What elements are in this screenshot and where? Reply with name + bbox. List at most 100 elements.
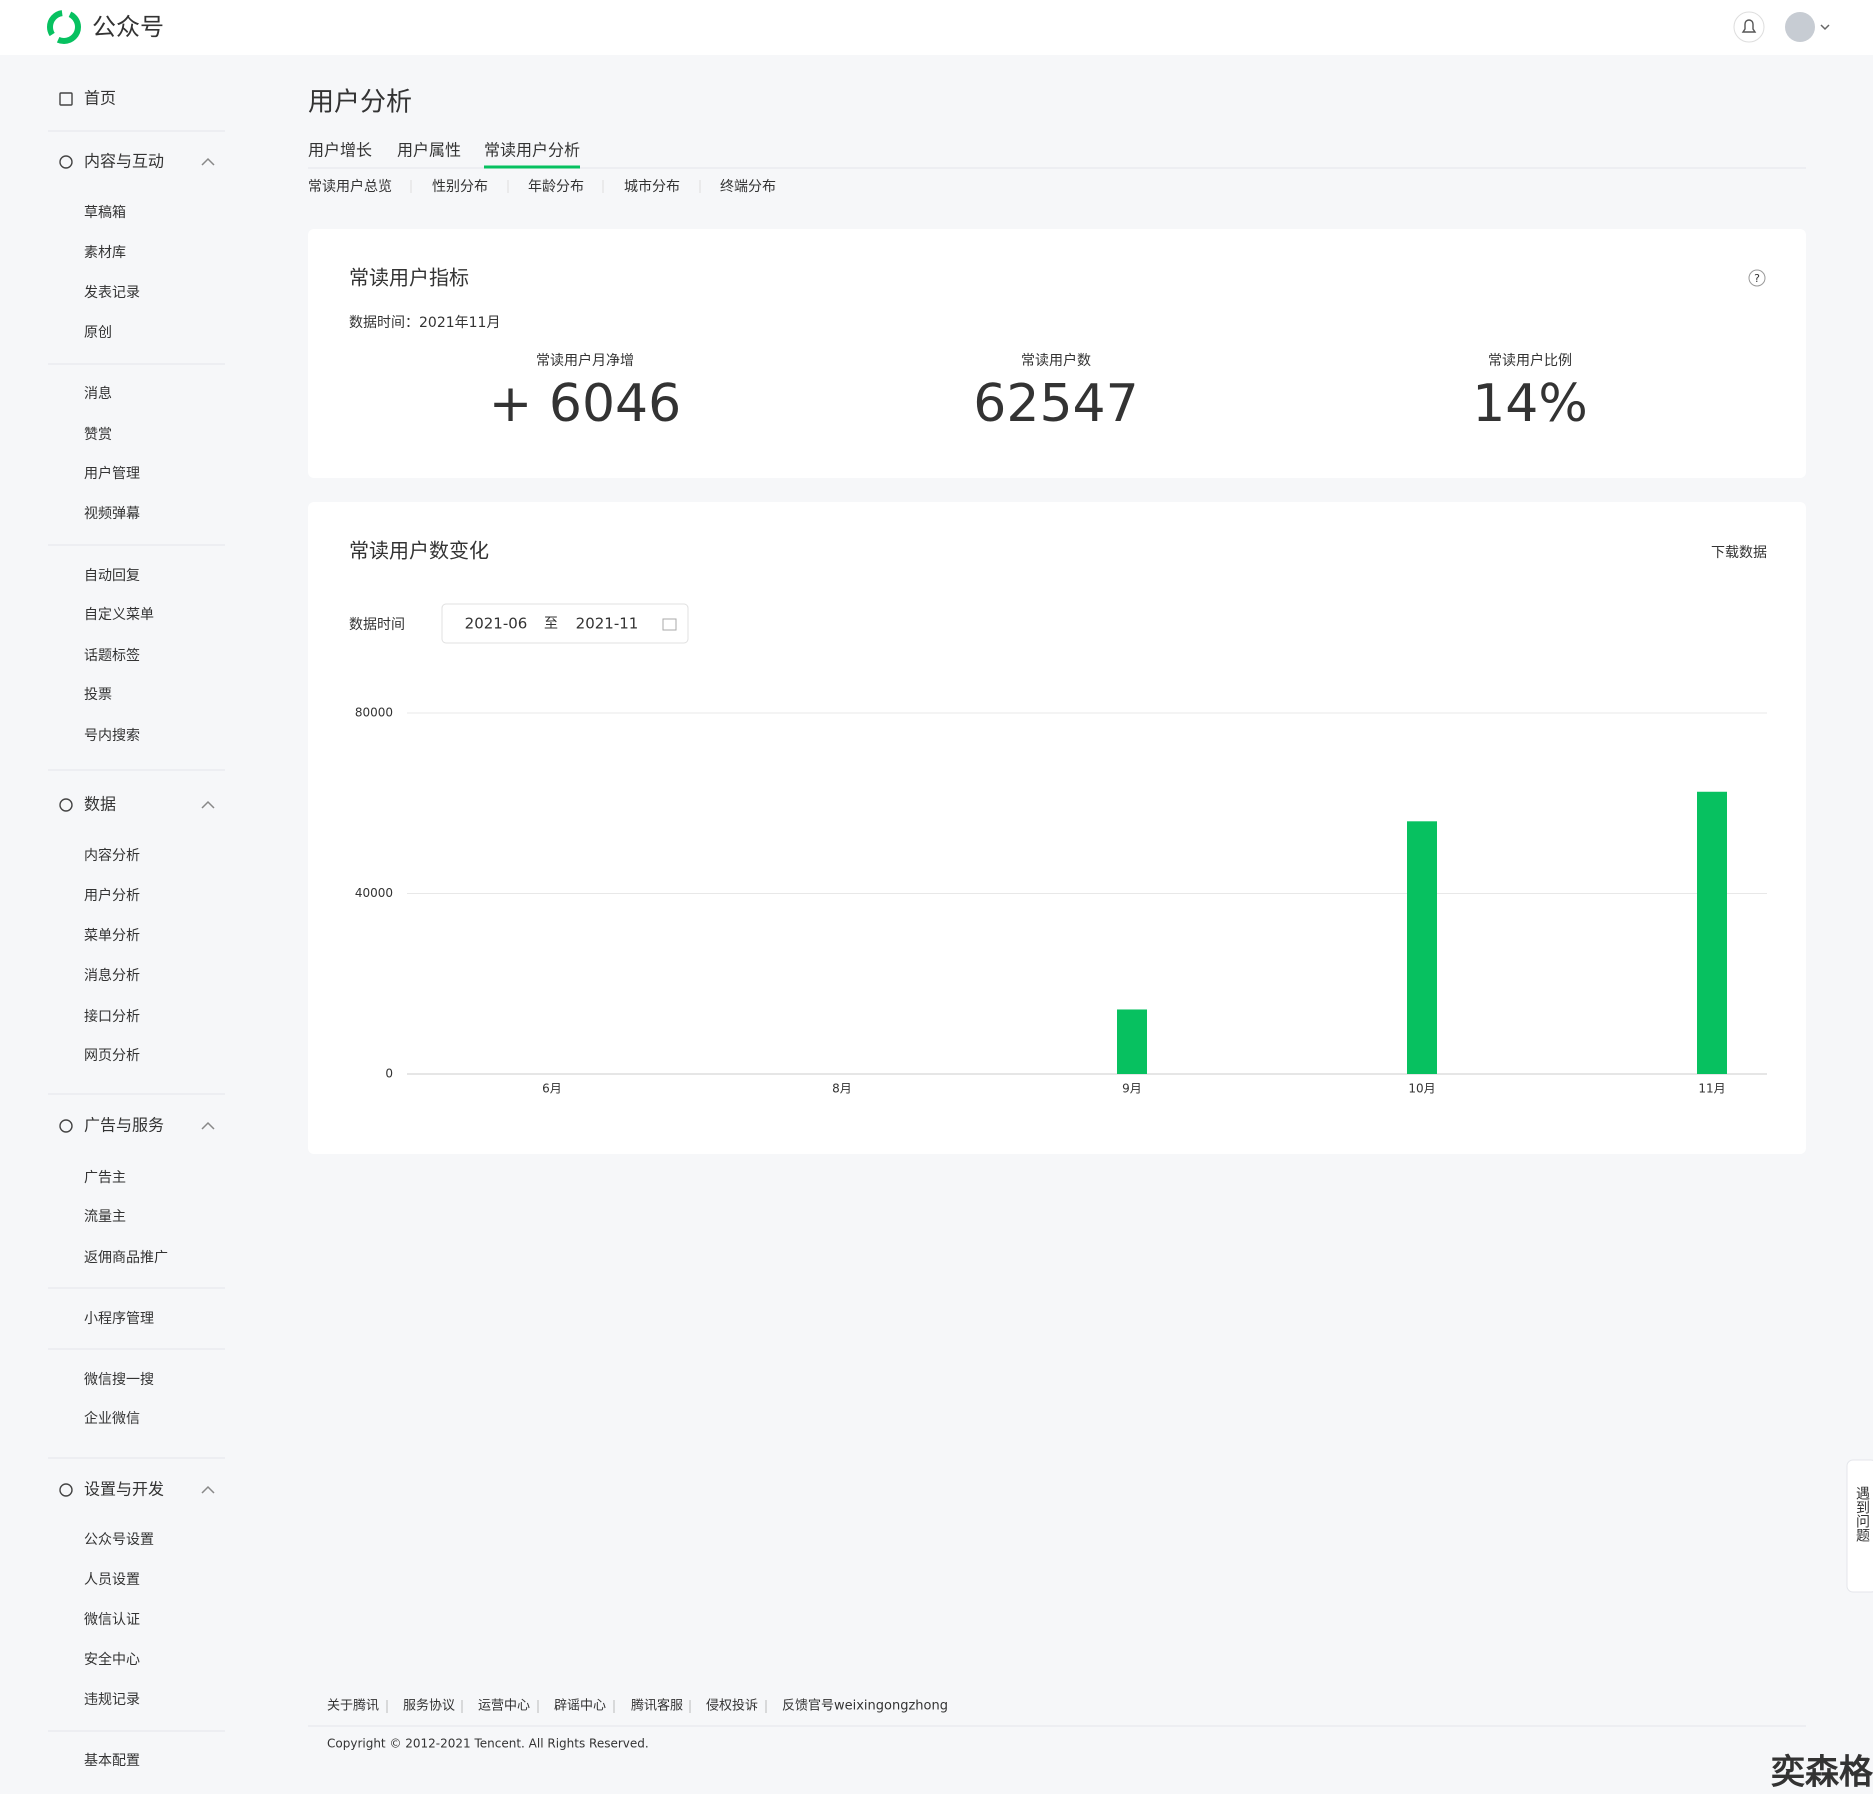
sidebar: 首页内容与互动草稿箱素材库发表记录原创消息赞赏用户管理视频弹幕自动回复自定义菜单… bbox=[48, 89, 225, 1769]
help-icon[interactable] bbox=[1748, 269, 1766, 287]
footer: 关于腾讯 服务协议 运营中心 辟谣中心 腾讯客服 侵权投诉 反馈官号weixingongzh… bbox=[327, 1698, 948, 1714]
nav-item[interactable]: 草稿箱 bbox=[84, 205, 126, 221]
metric-label: 常读用户比例 bbox=[1488, 352, 1572, 369]
y-tick-label: 40000 bbox=[355, 886, 393, 900]
date-range-picker[interactable] bbox=[441, 603, 689, 644]
sub-tab[interactable]: 终端分布 bbox=[720, 179, 776, 195]
y-tick-label: 80000 bbox=[355, 706, 393, 720]
collapse-chevron[interactable] bbox=[201, 157, 215, 166]
nav-item[interactable]: 用户管理 bbox=[84, 465, 140, 482]
range-start: 2021-06 bbox=[465, 615, 528, 633]
nav-item[interactable]: 消息分析 bbox=[84, 967, 140, 984]
nav-item[interactable]: 赞赏 bbox=[84, 427, 112, 443]
footer-link[interactable]: 关于腾讯 bbox=[327, 1698, 379, 1714]
tab[interactable]: 用户增长 bbox=[308, 141, 372, 160]
nav-item[interactable]: 号内搜索 bbox=[84, 727, 140, 744]
y-tick-label: 0 bbox=[385, 1067, 393, 1081]
avatar-dropdown[interactable] bbox=[1820, 24, 1830, 31]
bell-button[interactable] bbox=[1733, 11, 1765, 43]
nav-section[interactable]: 首页 bbox=[84, 89, 116, 108]
top-bar bbox=[0, 0, 1873, 55]
x-tick-label: 10月 bbox=[1408, 1082, 1435, 1096]
collapse-chevron[interactable] bbox=[201, 1121, 215, 1130]
sub-tab[interactable]: 常读用户总览 bbox=[308, 178, 392, 195]
nav-icon bbox=[59, 155, 73, 169]
logo[interactable]: 公众号 bbox=[47, 10, 164, 44]
range-end: 2021-11 bbox=[576, 615, 639, 633]
nav-item[interactable]: 公众号设置 bbox=[84, 1532, 154, 1548]
download-link[interactable]: 下载数据 bbox=[1711, 545, 1767, 561]
card-title: 常读用户数变化 bbox=[349, 539, 489, 563]
sub-tab[interactable]: 城市分布 bbox=[624, 178, 680, 195]
nav-item[interactable]: 流量主 bbox=[84, 1209, 126, 1225]
collapse-chevron[interactable] bbox=[201, 1485, 215, 1494]
nav-icon bbox=[59, 1483, 73, 1497]
calendar-icon bbox=[662, 618, 677, 631]
nav-item[interactable]: 用户分析 bbox=[84, 887, 140, 904]
watermark: 奕森格 bbox=[1771, 1753, 1873, 1793]
logo-icon bbox=[47, 10, 81, 44]
sub-tab[interactable]: 性别分布 bbox=[432, 179, 488, 195]
nav-item[interactable]: 菜单分析 bbox=[84, 928, 140, 944]
footer-link[interactable]: 反馈官号weixingongzhong bbox=[782, 1698, 948, 1714]
tab[interactable]: 用户属性 bbox=[397, 141, 461, 160]
nav-section[interactable]: 设置与开发 bbox=[84, 1480, 164, 1499]
x-tick-label: 8月 bbox=[832, 1082, 852, 1096]
nav-item[interactable]: 微信认证 bbox=[84, 1612, 140, 1628]
sub-tab[interactable]: 年龄分布 bbox=[528, 179, 584, 195]
footer-link[interactable]: 服务协议 bbox=[403, 1698, 455, 1714]
nav-section[interactable]: 数据 bbox=[84, 795, 116, 814]
nav-item[interactable]: 素材库 bbox=[84, 245, 126, 261]
x-tick-label: 9月 bbox=[1122, 1082, 1142, 1096]
footer-link[interactable]: 运营中心 bbox=[478, 1699, 530, 1714]
help-widget[interactable] bbox=[1846, 1459, 1873, 1593]
nav-section[interactable]: 广告与服务 bbox=[84, 1116, 164, 1135]
help-icon-mark: ? bbox=[1754, 272, 1760, 285]
nav-item[interactable]: 人员设置 bbox=[84, 1572, 140, 1588]
logo-text: 公众号 bbox=[92, 13, 164, 41]
nav-item[interactable]: 内容分析 bbox=[84, 847, 140, 864]
nav-section[interactable]: 内容与互动 bbox=[84, 152, 164, 171]
nav-item[interactable]: 广告主 bbox=[84, 1170, 126, 1186]
nav-icon bbox=[59, 798, 73, 812]
nav-item[interactable]: 网页分析 bbox=[84, 1048, 140, 1064]
tab[interactable]: 常读用户分析 bbox=[484, 141, 580, 160]
footer-link[interactable]: 侵权投诉 bbox=[706, 1698, 758, 1714]
nav-item[interactable]: 微信搜一搜 bbox=[84, 1372, 154, 1388]
card-title: 常读用户指标 bbox=[349, 266, 469, 290]
nav-item[interactable]: 视频弹幕 bbox=[84, 506, 140, 522]
collapse-chevron[interactable] bbox=[201, 800, 215, 809]
chart-card bbox=[308, 502, 1806, 1154]
metric-value: + 6046 bbox=[489, 374, 681, 434]
nav-item[interactable]: 企业微信 bbox=[84, 1410, 140, 1427]
nav-item[interactable]: 投票 bbox=[84, 687, 112, 703]
footer-link[interactable]: 腾讯客服 bbox=[631, 1698, 683, 1714]
x-tick-label: 6月 bbox=[542, 1082, 562, 1096]
metric-value: 62547 bbox=[973, 374, 1138, 434]
footer-link[interactable]: 辟谣中心 bbox=[554, 1699, 606, 1714]
nav-item[interactable]: 违规记录 bbox=[84, 1692, 140, 1708]
help-widget-text: 遇到问题 bbox=[1854, 1486, 1870, 1543]
nav-item[interactable]: 话题标签 bbox=[84, 647, 140, 664]
metric-label: 常读用户数 bbox=[1021, 352, 1091, 369]
nav-item[interactable]: 发表记录 bbox=[84, 285, 140, 301]
avatar[interactable] bbox=[1785, 12, 1815, 42]
nav-icon bbox=[59, 1119, 73, 1133]
nav-item[interactable]: 小程序管理 bbox=[84, 1311, 154, 1327]
nav-item[interactable]: 自定义菜单 bbox=[84, 607, 154, 623]
nav-item[interactable]: 消息 bbox=[84, 385, 112, 402]
nav-item[interactable]: 基本配置 bbox=[84, 1752, 140, 1769]
nav-item[interactable]: 自动回复 bbox=[84, 567, 140, 584]
nav-item[interactable]: 安全中心 bbox=[84, 1651, 140, 1668]
metrics: 常读用户月净增 + 6046 常读用户数 62547 常读用户比例 14% bbox=[489, 352, 1588, 434]
bar bbox=[1407, 821, 1437, 1074]
bar bbox=[1117, 1009, 1147, 1074]
x-tick-label: 11月 bbox=[1698, 1082, 1725, 1096]
range-label: 数据时间 bbox=[349, 617, 405, 633]
page-title: 用户分析 bbox=[308, 88, 412, 118]
nav-item[interactable]: 原创 bbox=[84, 325, 112, 341]
bell-icon bbox=[1741, 19, 1757, 33]
nav-item[interactable]: 返佣商品推广 bbox=[84, 1250, 168, 1266]
nav-item[interactable]: 接口分析 bbox=[84, 1008, 140, 1025]
